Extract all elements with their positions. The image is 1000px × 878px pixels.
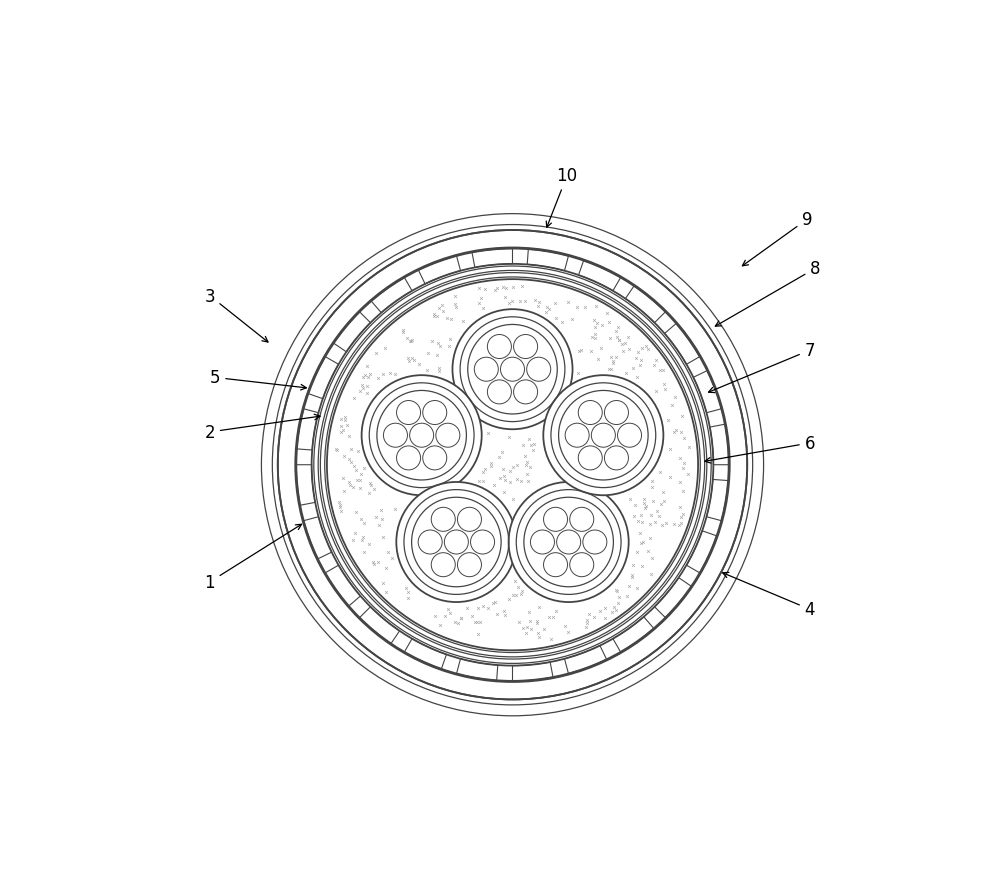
- Circle shape: [474, 358, 498, 382]
- Polygon shape: [418, 256, 461, 284]
- Polygon shape: [334, 313, 370, 352]
- Circle shape: [295, 248, 730, 682]
- Circle shape: [578, 401, 602, 425]
- Circle shape: [457, 507, 481, 532]
- Polygon shape: [325, 565, 360, 607]
- Text: 3: 3: [204, 287, 268, 342]
- Circle shape: [396, 482, 516, 602]
- Circle shape: [410, 424, 434, 448]
- Circle shape: [383, 424, 407, 448]
- Text: 5: 5: [210, 369, 306, 391]
- Text: 6: 6: [705, 435, 815, 464]
- Circle shape: [471, 530, 495, 554]
- Circle shape: [514, 380, 538, 405]
- Circle shape: [444, 530, 468, 554]
- Circle shape: [578, 446, 602, 471]
- Circle shape: [509, 482, 629, 602]
- Circle shape: [468, 325, 557, 414]
- Circle shape: [527, 358, 551, 382]
- Text: 8: 8: [715, 260, 821, 327]
- Circle shape: [591, 424, 615, 448]
- Circle shape: [559, 391, 648, 480]
- Circle shape: [557, 530, 581, 554]
- Circle shape: [570, 507, 594, 532]
- Polygon shape: [625, 286, 665, 323]
- Polygon shape: [655, 578, 691, 618]
- Circle shape: [544, 553, 568, 577]
- Circle shape: [604, 401, 628, 425]
- Circle shape: [436, 424, 460, 448]
- Polygon shape: [308, 357, 339, 399]
- Circle shape: [530, 530, 554, 554]
- Polygon shape: [472, 249, 512, 268]
- Circle shape: [565, 424, 589, 448]
- Circle shape: [431, 507, 455, 532]
- Circle shape: [423, 446, 447, 471]
- Polygon shape: [686, 531, 717, 573]
- Polygon shape: [579, 262, 621, 291]
- Polygon shape: [710, 425, 729, 465]
- Polygon shape: [296, 465, 315, 506]
- Circle shape: [397, 446, 421, 471]
- Circle shape: [524, 498, 613, 587]
- Polygon shape: [360, 607, 400, 644]
- Circle shape: [500, 358, 525, 382]
- Circle shape: [314, 267, 711, 664]
- Polygon shape: [404, 639, 446, 669]
- Circle shape: [272, 226, 753, 705]
- Polygon shape: [512, 662, 553, 681]
- Circle shape: [327, 280, 698, 651]
- Circle shape: [604, 446, 628, 471]
- Text: 1: 1: [204, 525, 302, 592]
- Polygon shape: [304, 517, 332, 559]
- Circle shape: [543, 376, 663, 496]
- Polygon shape: [457, 659, 498, 680]
- Circle shape: [618, 424, 642, 448]
- Polygon shape: [297, 409, 318, 450]
- Text: 9: 9: [742, 211, 812, 267]
- Circle shape: [431, 553, 455, 577]
- Circle shape: [544, 507, 568, 532]
- Circle shape: [412, 498, 501, 587]
- Text: 4: 4: [723, 572, 815, 619]
- Circle shape: [418, 530, 442, 554]
- Circle shape: [397, 401, 421, 425]
- Polygon shape: [371, 278, 412, 313]
- Circle shape: [377, 391, 466, 480]
- Circle shape: [423, 401, 447, 425]
- Text: 2: 2: [204, 414, 320, 442]
- Polygon shape: [665, 324, 700, 365]
- Circle shape: [487, 335, 511, 359]
- Polygon shape: [564, 646, 607, 673]
- Circle shape: [278, 231, 747, 700]
- Text: 7: 7: [708, 342, 815, 393]
- Circle shape: [320, 273, 705, 657]
- Circle shape: [457, 553, 481, 577]
- Circle shape: [452, 310, 573, 429]
- Polygon shape: [693, 371, 721, 414]
- Circle shape: [261, 214, 764, 716]
- Circle shape: [362, 376, 482, 496]
- Circle shape: [514, 335, 538, 359]
- Circle shape: [583, 530, 607, 554]
- Circle shape: [570, 553, 594, 577]
- Circle shape: [487, 380, 511, 405]
- Text: 10: 10: [546, 167, 578, 228]
- Polygon shape: [707, 480, 728, 521]
- Polygon shape: [527, 250, 568, 271]
- Polygon shape: [613, 617, 654, 652]
